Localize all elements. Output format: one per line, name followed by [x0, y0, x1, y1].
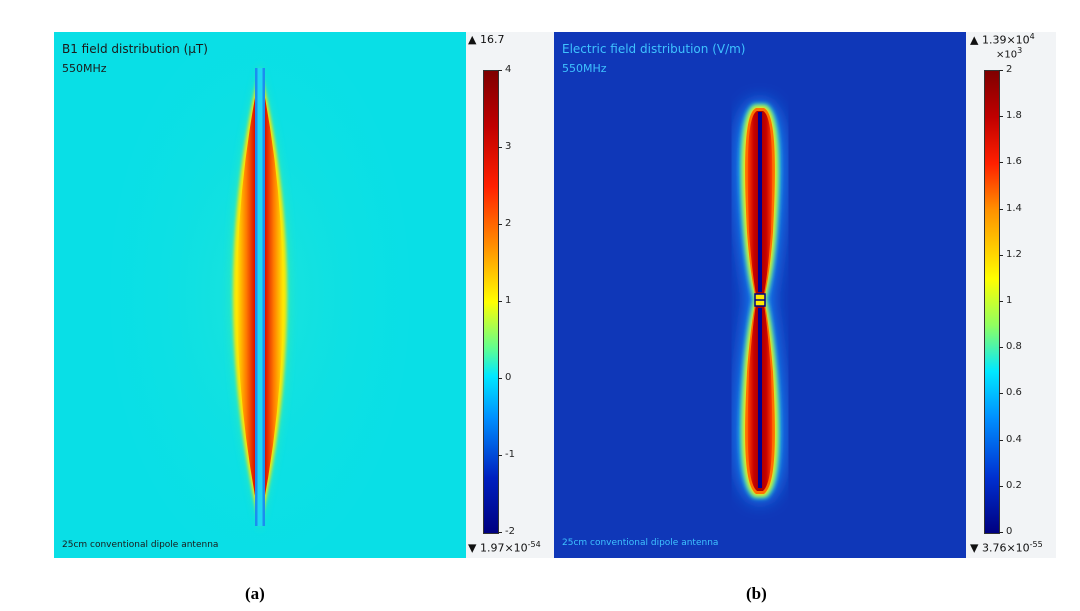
- efield-colorbar-tick-label: 1: [1006, 295, 1013, 306]
- b1-min-label: ▼ 1.97×10-54: [468, 540, 541, 555]
- b1-colorbar-tickmark: [498, 301, 502, 302]
- efield-colorbar-tickmark: [999, 486, 1003, 487]
- efield-colorbar-tick-label: 0.8: [1006, 341, 1022, 352]
- b1-colorbar-tick-label: 1: [505, 295, 512, 306]
- efield-max-exponent: 4: [1029, 32, 1035, 41]
- b1-antenna-footer: 25cm conventional dipole antenna: [62, 540, 219, 550]
- efield-max-label: ▲ 1.39×104: [970, 32, 1035, 47]
- efield-upper-conductor: [758, 112, 762, 292]
- efield-colorbar-tickmark: [999, 209, 1003, 210]
- efield-colorbar-tickmark: [999, 255, 1003, 256]
- b1-colorbar-tickmark: [498, 147, 502, 148]
- efield-antenna-footer: 25cm conventional dipole antenna: [562, 538, 719, 548]
- efield-colorbar-tick-label: 1.8: [1006, 110, 1022, 121]
- electric-field-heatmap: [554, 32, 966, 558]
- efield-colorbar-tick-label: 1.2: [1006, 249, 1022, 260]
- efield-colorbar-tickmark: [999, 301, 1003, 302]
- b1-plot-title: B1 field distribution (μT): [62, 42, 208, 56]
- efield-colorbar-tick-label: 1.6: [1006, 156, 1022, 167]
- efield-frequency-label: 550MHz: [562, 62, 607, 75]
- b1-colorbar-tick-label: 3: [505, 141, 512, 152]
- efield-colorbar-tick-label: 2: [1006, 64, 1013, 75]
- b1-colorbar: [483, 70, 499, 534]
- efield-plot-title: Electric field distribution (V/m): [562, 42, 746, 56]
- b1-colorbar-tickmark: [498, 224, 502, 225]
- efield-colorbar-tickmark: [999, 347, 1003, 348]
- b1-colorbar-panel: ▲ 16.7 4 3 2 1 0 -1 -2 ▼ 1.97×10-54: [466, 32, 554, 558]
- b1-dipole-conductor: [257, 68, 263, 526]
- efield-colorbar-tick-label: 0.6: [1006, 387, 1022, 398]
- b1-colorbar-tick-label: 0: [505, 372, 512, 383]
- efield-colorbar-tickmark: [999, 393, 1003, 394]
- efield-colorbar-tickmark: [999, 162, 1003, 163]
- caption-b: (b): [746, 584, 767, 603]
- b1-field-heatmap: [54, 32, 466, 558]
- efield-colorbar-tick-label: 0.2: [1006, 480, 1022, 491]
- electric-field-plot: Electric field distribution (V/m) 550MHz…: [554, 32, 966, 558]
- efield-colorbar-tickmark: [999, 70, 1003, 71]
- efield-colorbar-tickmark: [999, 532, 1003, 533]
- b1-colorbar-tickmark: [498, 70, 502, 71]
- efield-colorbar-tick-label: 0: [1006, 526, 1013, 537]
- b1-min-exponent: -54: [527, 540, 541, 549]
- efield-colorbar-tick-label: 1.4: [1006, 203, 1022, 214]
- efield-multiplier-exponent: 3: [1017, 46, 1023, 55]
- efield-min-exponent: -55: [1029, 540, 1043, 549]
- efield-min-prefix: ▼ 3.76×10: [970, 541, 1030, 555]
- efield-lower-conductor: [758, 308, 762, 488]
- efield-min-label: ▼ 3.76×10-55: [970, 540, 1043, 555]
- b1-field-plot: B1 field distribution (μT) 550MHz 25cm c…: [54, 32, 466, 558]
- efield-multiplier-label: ×103: [996, 46, 1022, 60]
- b1-min-prefix: ▼ 1.97×10: [468, 541, 528, 555]
- caption-a: (a): [245, 584, 265, 603]
- b1-colorbar-tickmark: [498, 532, 502, 533]
- efield-colorbar-tickmark: [999, 116, 1003, 117]
- b1-colorbar-tickmark: [498, 378, 502, 379]
- efield-max-prefix: ▲ 1.39×10: [970, 33, 1030, 47]
- efield-colorbar-tickmark: [999, 440, 1003, 441]
- efield-colorbar-tick-label: 0.4: [1006, 434, 1022, 445]
- efield-colorbar: [984, 70, 1000, 534]
- b1-colorbar-tick-label: 2: [505, 218, 512, 229]
- efield-multiplier-prefix: ×10: [996, 49, 1018, 61]
- b1-colorbar-tick-label: -2: [505, 526, 515, 537]
- efield-colorbar-panel: ▲ 1.39×104 ×103 2 1.8 1.6 1.4 1.2 1 0.8 0.6 0.4 0…: [966, 32, 1056, 558]
- b1-colorbar-tick-label: 4: [505, 64, 512, 75]
- b1-max-label: ▲ 16.7: [468, 33, 505, 46]
- b1-colorbar-tickmark: [498, 455, 502, 456]
- b1-frequency-label: 550MHz: [62, 62, 107, 75]
- b1-colorbar-tick-label: -1: [505, 449, 515, 460]
